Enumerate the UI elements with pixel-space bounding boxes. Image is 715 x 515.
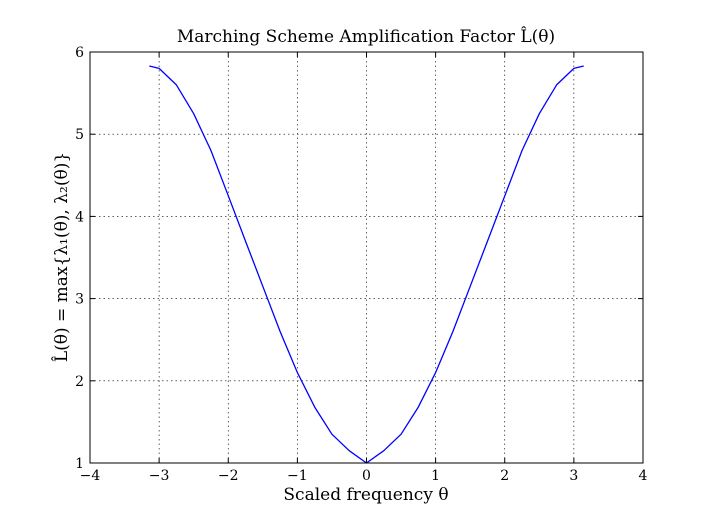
x-axis-label: Scaled frequency θ bbox=[283, 485, 448, 505]
x-tick-label: 0 bbox=[362, 468, 371, 484]
y-tick-label: 2 bbox=[75, 374, 84, 390]
y-tick-label: 3 bbox=[75, 292, 84, 308]
y-tick-label: 1 bbox=[75, 456, 84, 472]
x-tick-label: 4 bbox=[639, 468, 648, 484]
y-axis-label: L̂(θ) = max{λ₁(θ), λ₂(θ)} bbox=[52, 152, 72, 362]
x-tick-label: 3 bbox=[569, 468, 578, 484]
chart-title: Marching Scheme Amplification Factor L̂(… bbox=[177, 27, 555, 47]
x-tick-label: 2 bbox=[500, 468, 509, 484]
x-tick-label: −1 bbox=[287, 468, 308, 484]
tick-marks bbox=[89, 51, 644, 464]
y-tick-label: 4 bbox=[75, 209, 84, 225]
y-tick-label: 6 bbox=[75, 45, 84, 61]
x-tick-label: −3 bbox=[149, 468, 170, 484]
tick-labels: −4 −3 −2 −1 0 1 2 3 4 1 2 3 4 5 6 bbox=[75, 45, 647, 484]
x-tick-label: 1 bbox=[431, 468, 440, 484]
y-tick-label: 5 bbox=[75, 127, 84, 143]
x-tick-label: −4 bbox=[80, 468, 101, 484]
grid-lines bbox=[90, 52, 643, 463]
x-tick-label: −2 bbox=[218, 468, 239, 484]
